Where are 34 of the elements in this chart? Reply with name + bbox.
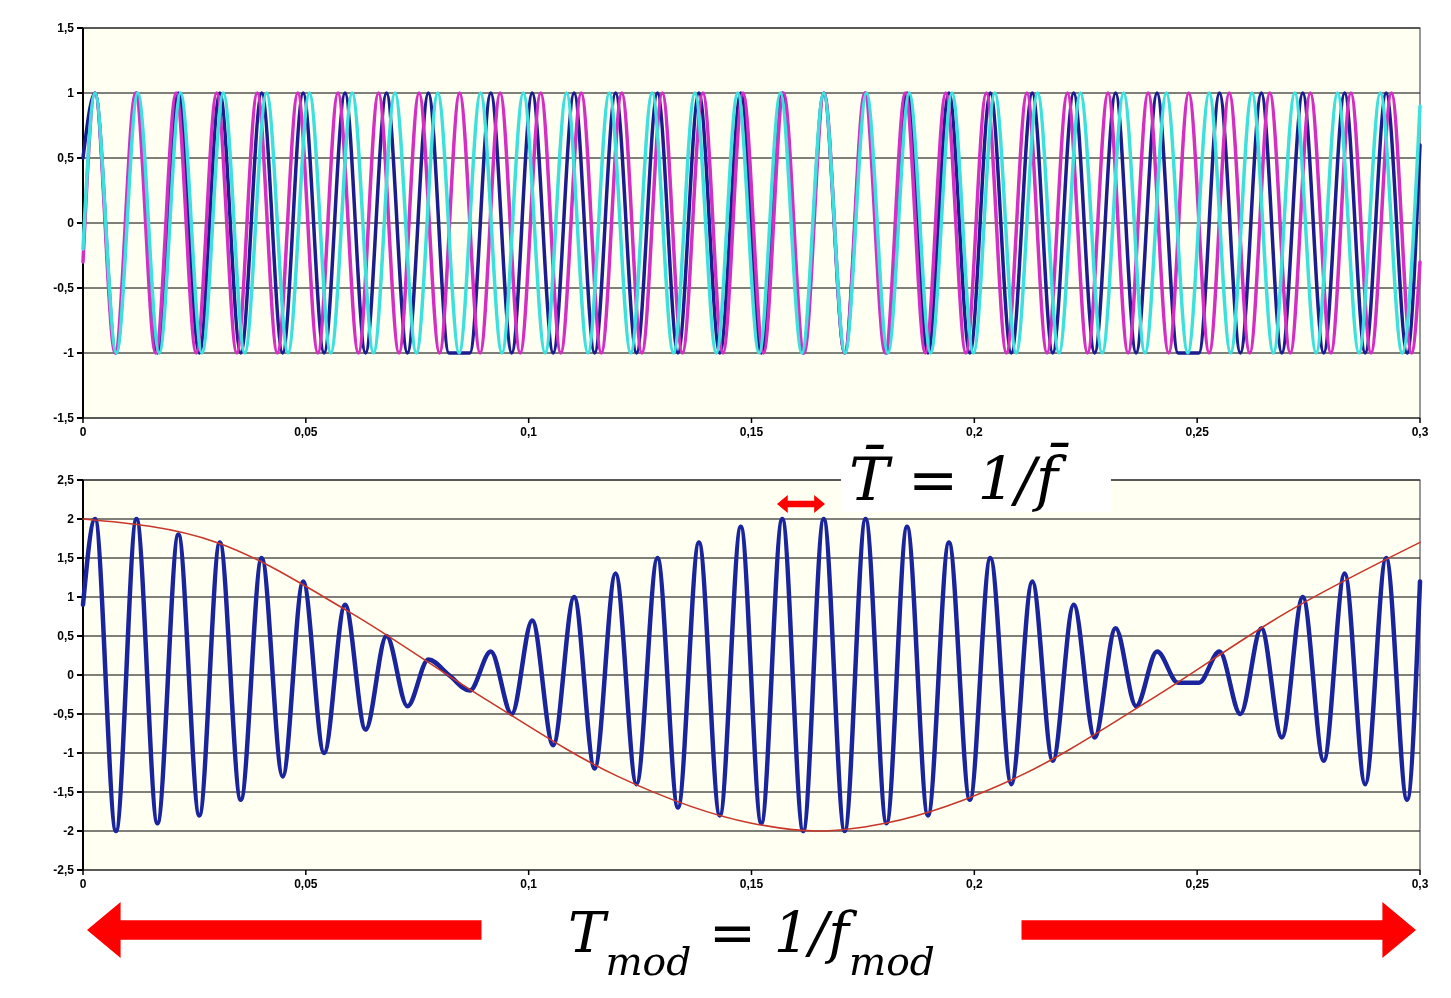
y-tick-label: 0 (67, 216, 75, 231)
y-tick-label: -1 (63, 346, 75, 361)
x-tick-label: 0,05 (294, 425, 318, 439)
x-tick-label: 0,25 (1185, 425, 1210, 439)
y-tick-label: -0,5 (53, 707, 75, 722)
y-tick-label: 0 (67, 668, 75, 683)
y-tick-label: 0,5 (57, 151, 75, 166)
x-tick-label: 0,1 (520, 425, 538, 439)
y-tick-label: -1,5 (53, 411, 75, 426)
text: T$_{mod}$ = 1/f$_{mod}$ (568, 900, 935, 984)
annotation: T̄ = 1/f̄ (848, 441, 1069, 514)
y-tick-label: 0,5 (57, 629, 75, 644)
x-tick-label: 0,15 (739, 425, 764, 439)
x-tick-label: 0,3 (1411, 877, 1429, 891)
x-tick-label: 0,2 (965, 877, 983, 891)
y-tick-label: 1 (67, 590, 75, 605)
x-tick-label: 0,3 (1411, 425, 1429, 439)
y-tick-label: -2 (63, 824, 75, 839)
x-tick-label: 0,25 (1185, 877, 1210, 891)
x-tick-label: 0 (79, 877, 87, 891)
y-tick-label: 2 (67, 512, 75, 527)
x-tick-label: 0,1 (520, 877, 538, 891)
y-tick-label: 1,5 (57, 551, 75, 566)
y-tick-label: -1,5 (53, 785, 75, 800)
y-tick-label: 1 (67, 86, 75, 101)
x-tick-label: 0,15 (739, 877, 764, 891)
y-tick-label: -0,5 (53, 281, 75, 296)
x-tick-label: 0,05 (294, 877, 318, 891)
y-tick-label: 2,5 (57, 473, 75, 488)
y-tick-label: 1,5 (57, 21, 75, 36)
y-tick-label: -2,5 (53, 863, 75, 878)
x-tick-label: 0 (79, 425, 87, 439)
y-tick-label: -1 (63, 746, 75, 761)
x-tick-label: 0,2 (965, 425, 983, 439)
